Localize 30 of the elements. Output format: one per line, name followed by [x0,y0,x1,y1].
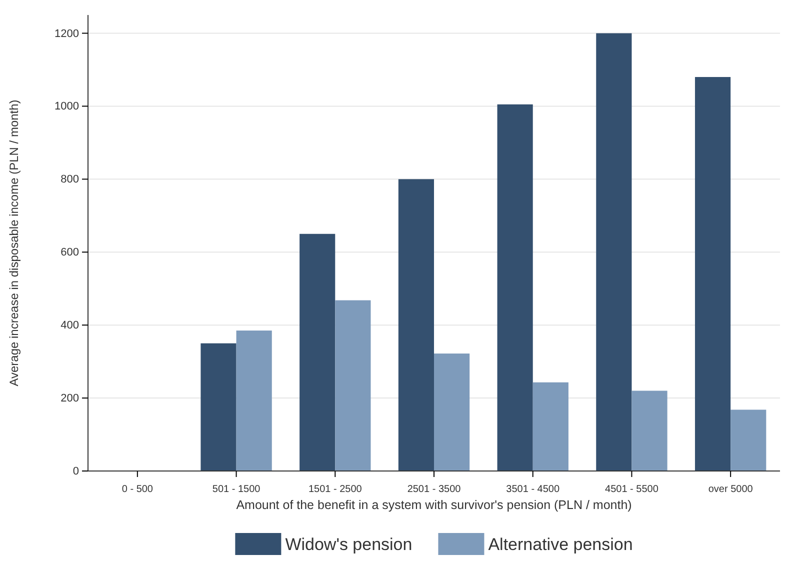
bar [200,343,236,471]
y-tick-label: 1000 [54,100,79,113]
y-tick-label: 0 [72,466,79,478]
x-tick-label: 501 - 1500 [212,484,261,495]
y-tick-label: 200 [60,392,79,405]
y-axis-title: Average increase in disposable income (PLN / month) [7,100,21,386]
x-tick-label: 0 - 500 [122,484,154,495]
x-tick-label: 4501 - 5500 [605,484,659,495]
bar [300,234,336,471]
legend-label: Widow's pension [285,535,412,554]
x-tick-label: over 5000 [708,484,754,495]
y-tick-label: 1200 [54,28,79,40]
bar [398,179,434,471]
y-tick-label: 800 [60,174,79,186]
bar [335,300,371,471]
bar [632,390,668,471]
legend-label: Alternative pension [488,535,633,554]
x-tick-label: 3501 - 4500 [506,484,560,495]
bar [497,104,533,471]
bar [730,410,766,471]
x-tick-label: 1501 - 2500 [308,484,362,495]
y-tick-label: 600 [60,246,79,259]
x-axis-title: Amount of the benefit in a system with survivor's pension (PLN / month) [236,498,632,512]
bar [236,330,272,471]
bar [434,354,470,471]
bar [596,33,632,471]
y-tick-label: 400 [60,320,79,332]
bar [532,382,568,471]
x-tick-label: 2501 - 3500 [407,484,462,495]
bar [694,77,731,471]
